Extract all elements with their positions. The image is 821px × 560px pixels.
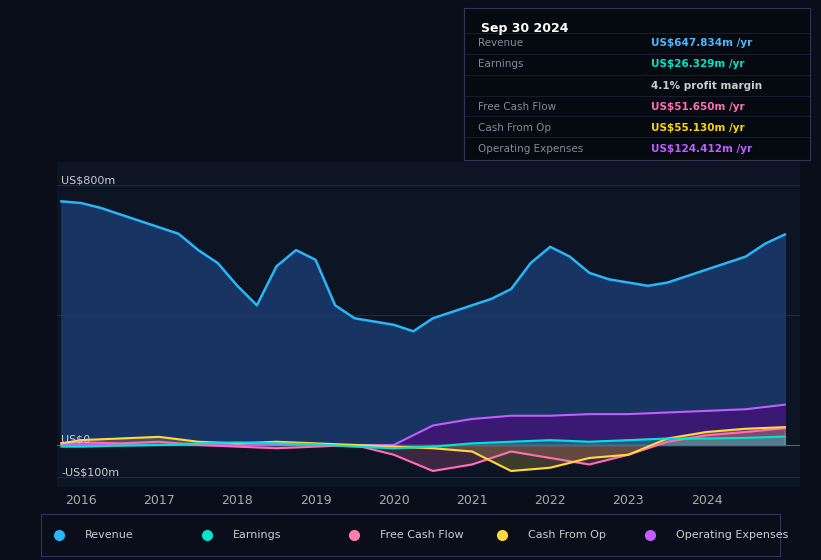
Text: Cash From Op: Cash From Op: [478, 123, 551, 133]
Text: -US$100m: -US$100m: [62, 468, 120, 478]
Text: Cash From Op: Cash From Op: [528, 530, 606, 539]
Text: Free Cash Flow: Free Cash Flow: [380, 530, 464, 539]
Text: Sep 30 2024: Sep 30 2024: [481, 22, 569, 35]
Text: US$51.650m /yr: US$51.650m /yr: [651, 102, 745, 111]
Text: US$26.329m /yr: US$26.329m /yr: [651, 59, 745, 69]
Text: US$0: US$0: [62, 435, 90, 445]
Text: Revenue: Revenue: [85, 530, 133, 539]
Text: 4.1% profit margin: 4.1% profit margin: [651, 81, 762, 91]
Text: Revenue: Revenue: [478, 38, 523, 48]
Text: US$800m: US$800m: [62, 175, 116, 185]
Text: US$55.130m /yr: US$55.130m /yr: [651, 123, 745, 133]
Text: Free Cash Flow: Free Cash Flow: [478, 102, 556, 111]
Text: US$124.412m /yr: US$124.412m /yr: [651, 144, 752, 154]
Text: Operating Expenses: Operating Expenses: [478, 144, 583, 154]
Text: Earnings: Earnings: [478, 59, 523, 69]
Text: Operating Expenses: Operating Expenses: [676, 530, 788, 539]
Text: Earnings: Earnings: [232, 530, 281, 539]
Text: US$647.834m /yr: US$647.834m /yr: [651, 38, 752, 48]
